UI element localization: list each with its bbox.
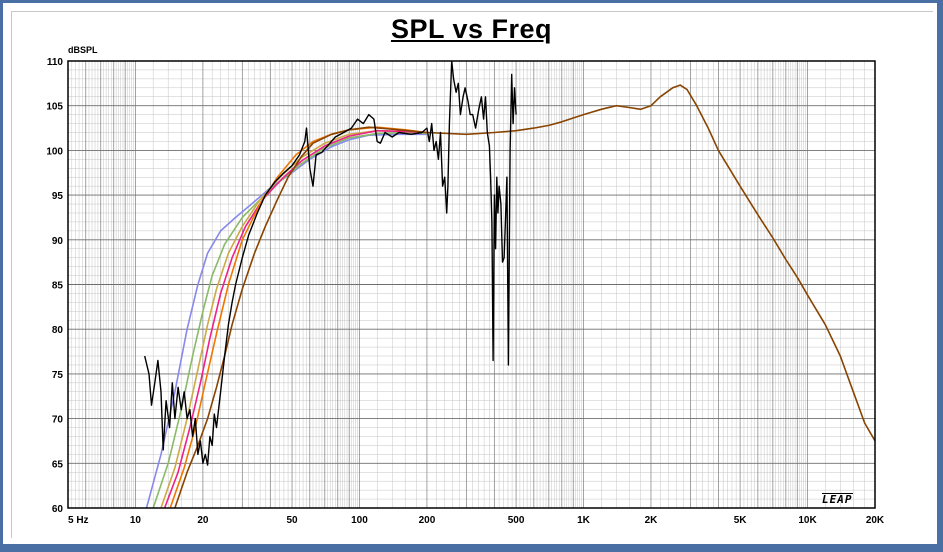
y-tick-label: 90 [52, 236, 64, 247]
x-tick-label: 100 [351, 515, 368, 526]
y-tick-label: 100 [46, 146, 63, 157]
x-tick-label: 1K [577, 515, 591, 526]
series-line-4 [163, 129, 427, 508]
inner-bevel [11, 11, 933, 538]
series-line-6 [174, 84, 875, 508]
y-axis-label: dBSPL [68, 45, 98, 55]
chart-title: SPL vs Freq [390, 14, 553, 44]
y-tick-label: 80 [52, 325, 64, 336]
x-tick-label: 500 [508, 515, 525, 526]
y-tick-labels: 110 105 100 95 90 85 80 75 70 65 60 [46, 57, 63, 515]
y-tick-label: 65 [52, 459, 64, 470]
y-tick-label: 75 [52, 370, 64, 381]
y-tick-label: 60 [52, 504, 64, 515]
x-tick-label: 10K [798, 515, 817, 526]
x-tick-label: 50 [286, 515, 298, 526]
series-line-1 [145, 133, 427, 508]
leap-logo: LEAP [822, 493, 853, 506]
y-tick-label: 95 [52, 191, 64, 202]
y-tick-label: 105 [46, 102, 63, 113]
plot-border [67, 60, 876, 509]
series-line-7 [144, 61, 517, 466]
x-tick-label: 5K [734, 515, 748, 526]
major-grid [67, 60, 876, 509]
y-tick-label: 110 [47, 57, 64, 68]
series-line-3 [160, 129, 427, 508]
x-tick-labels: 5 Hz 10 20 50 100 200 500 1K 2K 5K 10K 20K [68, 515, 885, 526]
series-layer [144, 61, 875, 508]
x-tick-label: 20 [197, 515, 209, 526]
x-tick-label: 200 [419, 515, 436, 526]
x-tick-label: 10 [130, 515, 142, 526]
y-tick-label: 85 [52, 281, 64, 292]
x-tick-label: 20K [866, 515, 885, 526]
y-tick-label: 70 [52, 415, 64, 426]
series-line-2 [152, 131, 427, 508]
x-tick-label: 5 Hz [68, 515, 89, 526]
x-tick-label: 2K [645, 515, 659, 526]
